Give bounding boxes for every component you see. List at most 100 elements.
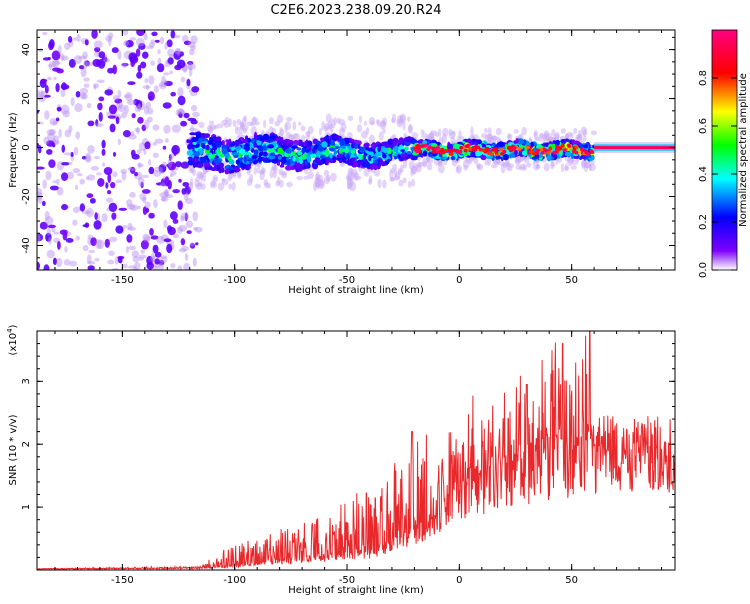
heatmap-cell — [80, 68, 87, 78]
heatmap-cell — [465, 144, 470, 149]
heatmap-cell — [51, 60, 61, 65]
heatmap-cell — [164, 62, 171, 68]
heatmap-cell — [286, 181, 293, 188]
heatmap-cell — [127, 222, 133, 231]
snr-frame — [36, 330, 676, 571]
heatmap-cell — [189, 132, 197, 136]
chart-title: C2E6.2023.238.09.20.R24 — [270, 3, 441, 18]
heatmap-cell — [78, 65, 85, 70]
heatmap-cell — [191, 137, 199, 143]
heatmap-cell — [423, 143, 428, 148]
heatmap-cell — [529, 150, 534, 154]
heatmap-cell — [49, 39, 55, 49]
heatmap-cell — [153, 170, 161, 177]
heatmap-cell — [93, 84, 97, 90]
heatmap-cell — [106, 189, 112, 195]
heatmap-cell — [86, 102, 92, 109]
heatmap-cell — [93, 40, 103, 49]
heatmap-cell — [277, 155, 283, 160]
heatmap-cell — [231, 152, 239, 156]
heatmap-cell — [410, 178, 416, 188]
heatmap-cell — [590, 150, 595, 154]
heatmap-cell — [189, 242, 195, 247]
heatmap-cell — [41, 200, 46, 207]
heatmap-cell — [154, 258, 160, 265]
heatmap-cell — [484, 159, 489, 166]
heatmap-cell — [138, 43, 146, 50]
heatmap-cell — [107, 67, 115, 74]
heatmap-cell — [231, 181, 236, 192]
heatmap-cell — [142, 233, 150, 242]
colorbar-tick-label: 0.0 — [698, 262, 709, 278]
heatmap-cell — [112, 151, 117, 157]
heatmap-cell — [180, 238, 186, 246]
heatmap-cell — [480, 154, 487, 161]
heatmap-cell — [476, 145, 481, 150]
heatmap-cell — [434, 131, 440, 138]
heatmap-cell — [94, 212, 98, 220]
heatmap-cell — [187, 41, 196, 48]
heatmap-cell — [123, 94, 131, 99]
heatmap-cell — [45, 232, 52, 242]
heatmap-cell — [192, 141, 197, 145]
heatmap-cell — [346, 183, 352, 190]
heatmap-cell — [560, 139, 565, 144]
heatmap-cell — [141, 51, 149, 59]
heatmap-cell — [158, 256, 168, 263]
heatmap-cell — [163, 238, 172, 243]
heatmap-cell — [305, 149, 310, 153]
heatmap-cell — [161, 196, 169, 202]
heatmap-cell — [37, 143, 40, 148]
heatmap-cell — [146, 84, 150, 91]
heatmap-cell — [171, 124, 181, 133]
heatmap-cell — [170, 170, 177, 176]
heatmap-cell — [152, 124, 160, 131]
heatmap-cell — [144, 141, 151, 150]
heatmap-cell — [150, 253, 156, 262]
heatmap-cell — [422, 140, 428, 145]
heatmap-cell — [458, 129, 462, 139]
heatmap-cell — [168, 154, 172, 162]
heatmap-cell — [97, 239, 105, 250]
heatmap-cell — [303, 175, 309, 180]
heatmap-cell — [544, 142, 550, 147]
heatmap-cell — [121, 62, 128, 68]
heatmap-cell — [297, 151, 302, 156]
heatmap-cell — [176, 226, 184, 234]
heatmap-cell — [135, 48, 141, 57]
heatmap-cell — [56, 240, 61, 250]
heatmap-cell — [239, 162, 245, 169]
heatmap-cell — [74, 184, 79, 190]
heatmap-cell — [246, 121, 254, 126]
heatmap-cell — [379, 121, 387, 127]
y-tick-label: 0 — [21, 144, 32, 150]
heatmap-cell — [301, 147, 306, 154]
heatmap-cell — [138, 256, 144, 261]
heatmap-cell — [188, 67, 193, 77]
heatmap-cell — [141, 124, 147, 132]
heatmap-cell — [236, 166, 240, 173]
heatmap-cell — [594, 146, 675, 150]
heatmap-cell — [300, 125, 306, 132]
heatmap-cell — [121, 171, 127, 181]
heatmap-cell — [191, 104, 198, 112]
heatmap-cell — [127, 265, 137, 269]
heatmap-cell — [173, 233, 179, 239]
heatmap-cell — [178, 112, 183, 118]
heatmap-cell — [262, 158, 268, 163]
heatmap-cell — [495, 155, 502, 160]
heatmap-cell — [142, 206, 148, 216]
heatmap-cell — [191, 86, 200, 93]
heatmap-cell — [203, 133, 211, 139]
heatmap-cell — [122, 30, 129, 36]
heatmap-cell — [55, 82, 60, 93]
heatmap-cell — [569, 132, 574, 139]
heatmap-cell — [75, 235, 81, 241]
heatmap-cell — [154, 166, 163, 173]
heatmap-cell — [184, 212, 188, 222]
heatmap-cell — [534, 137, 540, 142]
heatmap-cell — [439, 149, 444, 154]
heatmap-cell — [258, 152, 263, 157]
heatmap-cell — [378, 160, 385, 166]
heatmap-cell — [125, 40, 134, 48]
